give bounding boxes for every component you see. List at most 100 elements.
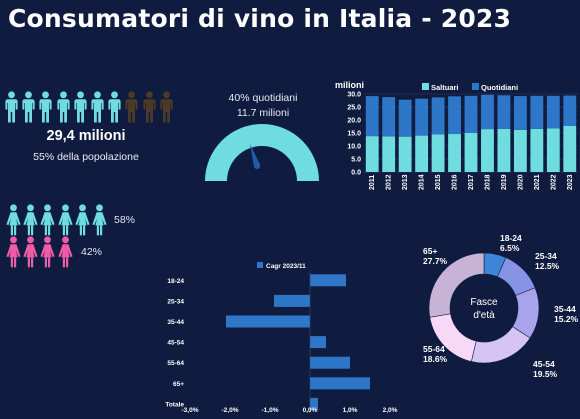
y-tick-label: 15.0 [347, 131, 361, 138]
category-label: Totale [165, 401, 184, 408]
bar-segment-quotidiani [448, 96, 461, 135]
bar-segment-quotidiani [382, 97, 396, 137]
slice-label: 18-24 [500, 233, 522, 243]
legend-label: Cagr 2023/11 [266, 263, 306, 270]
x-tick-label: 2014 [419, 174, 426, 190]
x-tick-label: 1,0% [343, 407, 358, 414]
male-person-icon [75, 204, 90, 236]
total-consumers: 29,4 milioni [46, 128, 126, 144]
bar-segment-quotidiani [530, 95, 544, 129]
slice-value: 18.6% [423, 354, 448, 364]
bar-segment-quotidiani [398, 99, 412, 137]
bar [310, 356, 350, 369]
bar-segment-quotidiani [431, 97, 445, 135]
x-tick-label: 2023 [567, 174, 574, 190]
x-tick-label: 2019 [501, 174, 508, 190]
bar-segment-saltuari [448, 134, 461, 172]
horizontal-bar-chart: Cagr 2023/11 18-24 25-34 35-44 45-54 55-64 65+… [165, 262, 398, 415]
x-tick-label: 2013 [402, 174, 409, 190]
female-person-icon [6, 236, 21, 268]
y-tick-label: 0.0 [351, 170, 361, 177]
x-tick-label: -3,0% [182, 407, 199, 414]
male-person-icon [23, 204, 38, 236]
y-tick-label: 30.0 [347, 92, 361, 99]
bar [310, 274, 346, 287]
bar-segment-saltuari [398, 136, 412, 172]
person-icon [125, 91, 138, 123]
slice-value: 15.2% [554, 314, 579, 324]
person-icon [160, 91, 173, 123]
slice-value: 19.5% [533, 369, 558, 379]
person-icon [108, 91, 121, 123]
bar [310, 397, 318, 410]
gauge-needle [249, 143, 261, 167]
x-tick-label: 2,0% [383, 407, 398, 414]
page-title: Consumatori di vino in Italia - 2023 [8, 4, 512, 33]
y-tick-label: 10.0 [347, 144, 361, 151]
x-tick-label: 2011 [369, 175, 376, 190]
bar-segment-saltuari [563, 125, 577, 172]
gauge-needle-base [253, 162, 261, 169]
bar [310, 336, 326, 349]
y-tick-label: 20.0 [347, 118, 361, 125]
bar-segment-saltuari [415, 135, 429, 172]
bar-segment-quotidiani [563, 95, 577, 126]
y-axis-label: milioni [335, 80, 364, 90]
bar-segment-saltuari [365, 136, 379, 172]
bar-segment-quotidiani [497, 95, 511, 129]
slice-value: 12.5% [535, 261, 560, 271]
person-icon [56, 91, 70, 123]
bar-segment-quotidiani [546, 95, 560, 129]
y-tick-label: 25.0 [347, 105, 361, 112]
x-tick-label: -2,0% [222, 407, 239, 414]
bar-segment-saltuari [497, 128, 511, 172]
category-label: 45-54 [167, 340, 184, 347]
slice-label: 65+ [423, 246, 437, 256]
female-pct: 42% [81, 246, 103, 258]
bar [310, 377, 370, 390]
person-icon [91, 91, 104, 123]
x-tick-label: 2018 [484, 174, 491, 190]
slice-label: 25-34 [535, 251, 557, 261]
donut-slice [428, 252, 485, 318]
bar-segment-saltuari [513, 129, 527, 172]
person-icon [22, 91, 35, 123]
person-icon [74, 91, 87, 123]
bar-segment-saltuari [481, 129, 494, 172]
slice-label: 55-64 [423, 344, 445, 354]
bar-segment-saltuari [382, 136, 396, 172]
bar-segment-quotidiani [365, 96, 379, 137]
x-tick-label: 2016 [452, 174, 459, 190]
slice-label: 35-44 [554, 304, 576, 314]
population-share: 55% della popolazione [33, 151, 139, 163]
gauge-arc [205, 124, 319, 181]
male-pct: 58% [114, 214, 136, 226]
legend-swatch [422, 83, 429, 90]
gauge-line2: 11.7 milioni [236, 107, 290, 119]
bar [226, 315, 310, 328]
legend-swatch [472, 83, 479, 90]
category-label: 25-34 [167, 298, 184, 305]
person-icon [39, 91, 52, 123]
x-tick-label: 2012 [386, 174, 393, 190]
category-label: 35-44 [167, 319, 184, 326]
bar-segment-saltuari [530, 128, 544, 172]
bar-segment-saltuari [464, 133, 478, 172]
slice-value: 6.5% [500, 243, 520, 253]
bar-segment-quotidiani [513, 96, 527, 130]
category-label: 55-64 [167, 360, 184, 367]
male-person-icon [40, 204, 55, 236]
x-tick-label: 2022 [550, 174, 557, 190]
donut-hole [450, 274, 518, 342]
x-tick-label: 2020 [517, 174, 524, 190]
female-person-icon [57, 236, 73, 268]
population-icons [4, 91, 176, 123]
y-tick-label: 5.0 [351, 157, 361, 164]
male-person-icon [57, 204, 73, 236]
person-icon [5, 91, 18, 123]
stacked-bar-chart: milioni Saltuari Quotidiani 0.0 5.0 10.0 15.0 2… [335, 80, 578, 190]
bar-segment-quotidiani [481, 94, 494, 130]
male-person-icon [92, 204, 107, 236]
slice-value: 27.7% [423, 256, 448, 266]
